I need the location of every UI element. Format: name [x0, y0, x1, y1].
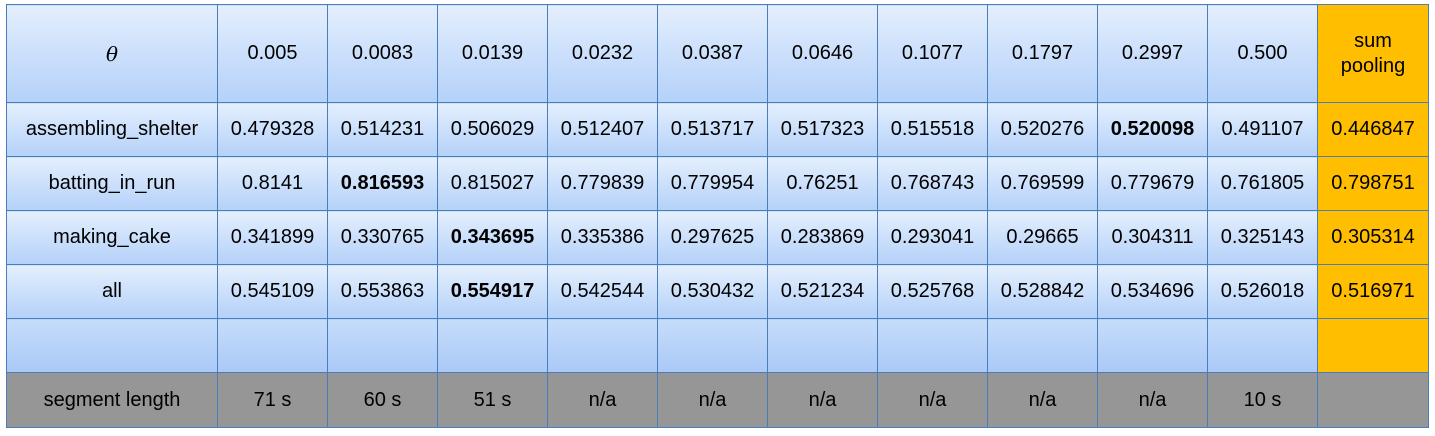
theta-value-cell: 0.0232	[547, 4, 658, 103]
value-cell: 0.554917	[437, 264, 548, 319]
value-cell: 0.515518	[877, 102, 988, 157]
value-cell: 0.779679	[1097, 156, 1208, 211]
blank-row	[6, 318, 1429, 373]
value-cell: 0.514231	[327, 102, 438, 157]
value-cell: 0.520276	[987, 102, 1098, 157]
value-cell: 0.769599	[987, 156, 1098, 211]
blank-cell	[547, 318, 658, 373]
value-cell: 0.779839	[547, 156, 658, 211]
value-cell: 0.335386	[547, 210, 658, 265]
sum-pooling-value-cell: 0.446847	[1317, 102, 1429, 157]
value-cell: 0.491107	[1207, 102, 1318, 157]
theta-value-cell: 0.0139	[437, 4, 548, 103]
sum-pooling-value-cell: 0.305314	[1317, 210, 1429, 265]
segment-length-label: segment length	[6, 372, 218, 428]
blank-cell	[1207, 318, 1318, 373]
value-cell: 0.545109	[217, 264, 328, 319]
segment-length-cell: 71 s	[217, 372, 328, 428]
theta-value-cell: 0.2997	[1097, 4, 1208, 103]
value-cell: 0.542544	[547, 264, 658, 319]
sum-pooling-header-line2: pooling	[1340, 54, 1406, 77]
segment-length-cell: 10 s	[1207, 372, 1318, 428]
value-cell: 0.297625	[657, 210, 768, 265]
sum-pooling-value-cell: 0.798751	[1317, 156, 1429, 211]
value-cell: 0.761805	[1207, 156, 1318, 211]
value-cell: 0.816593	[327, 156, 438, 211]
value-cell: 0.341899	[217, 210, 328, 265]
segment-length-row: segment length 71 s 60 s 51 s n/a n/a n/…	[6, 372, 1429, 428]
theta-value-cell: 0.500	[1207, 4, 1318, 103]
table-row: batting_in_run 0.8141 0.816593 0.815027 …	[6, 156, 1429, 211]
theta-value-cell: 0.1077	[877, 4, 988, 103]
row-label-cell: assembling_shelter	[6, 102, 218, 157]
blank-cell	[217, 318, 328, 373]
value-cell: 0.29665	[987, 210, 1098, 265]
table-row: all 0.545109 0.553863 0.554917 0.542544 …	[6, 264, 1429, 319]
value-cell: 0.512407	[547, 102, 658, 157]
blank-cell	[987, 318, 1098, 373]
value-cell: 0.528842	[987, 264, 1098, 319]
sum-pooling-value-cell: 0.516971	[1317, 264, 1429, 319]
value-cell: 0.8141	[217, 156, 328, 211]
blank-cell	[1097, 318, 1208, 373]
value-cell: 0.521234	[767, 264, 878, 319]
segment-length-cell: n/a	[987, 372, 1098, 428]
sum-pooling-header-line1: sum	[1354, 29, 1392, 52]
segment-length-cell: 51 s	[437, 372, 548, 428]
row-label-cell: batting_in_run	[6, 156, 218, 211]
results-table: θ 0.005 0.0083 0.0139 0.0232 0.0387 0.06…	[6, 4, 1429, 428]
value-cell: 0.343695	[437, 210, 548, 265]
value-cell: 0.517323	[767, 102, 878, 157]
segment-length-cell: n/a	[767, 372, 878, 428]
blank-cell	[767, 318, 878, 373]
theta-value-cell: 0.0387	[657, 4, 768, 103]
value-cell: 0.530432	[657, 264, 768, 319]
table-row: making_cake 0.341899 0.330765 0.343695 0…	[6, 210, 1429, 265]
theta-value-cell: 0.005	[217, 4, 328, 103]
segment-length-cell: n/a	[877, 372, 988, 428]
segment-length-cell: 60 s	[327, 372, 438, 428]
value-cell: 0.534696	[1097, 264, 1208, 319]
results-table-container: θ 0.005 0.0083 0.0139 0.0232 0.0387 0.06…	[6, 4, 1429, 428]
row-label-cell: making_cake	[6, 210, 218, 265]
header-row: θ 0.005 0.0083 0.0139 0.0232 0.0387 0.06…	[6, 4, 1429, 103]
value-cell: 0.506029	[437, 102, 548, 157]
blank-cell	[327, 318, 438, 373]
value-cell: 0.325143	[1207, 210, 1318, 265]
theta-value-cell: 0.0083	[327, 4, 438, 103]
value-cell: 0.815027	[437, 156, 548, 211]
value-cell: 0.293041	[877, 210, 988, 265]
blank-cell	[877, 318, 988, 373]
value-cell: 0.330765	[327, 210, 438, 265]
segment-length-cell: n/a	[657, 372, 768, 428]
value-cell: 0.304311	[1097, 210, 1208, 265]
value-cell: 0.520098	[1097, 102, 1208, 157]
value-cell: 0.283869	[767, 210, 878, 265]
segment-length-cell: n/a	[1097, 372, 1208, 428]
sum-pooling-header-cell: sum pooling	[1317, 4, 1429, 103]
row-label-cell: all	[6, 264, 218, 319]
value-cell: 0.525768	[877, 264, 988, 319]
value-cell: 0.526018	[1207, 264, 1318, 319]
theta-value-cell: 0.1797	[987, 4, 1098, 103]
blank-cell	[657, 318, 768, 373]
value-cell: 0.768743	[877, 156, 988, 211]
value-cell: 0.479328	[217, 102, 328, 157]
theta-header-cell: θ	[6, 4, 218, 103]
value-cell: 0.76251	[767, 156, 878, 211]
segment-length-cell: n/a	[547, 372, 658, 428]
blank-cell	[6, 318, 218, 373]
theta-value-cell: 0.0646	[767, 4, 878, 103]
table-row: assembling_shelter 0.479328 0.514231 0.5…	[6, 102, 1429, 157]
value-cell: 0.779954	[657, 156, 768, 211]
sum-pooling-blank-cell	[1317, 318, 1429, 373]
value-cell: 0.513717	[657, 102, 768, 157]
segment-length-sum-cell	[1317, 372, 1429, 428]
value-cell: 0.553863	[327, 264, 438, 319]
blank-cell	[437, 318, 548, 373]
